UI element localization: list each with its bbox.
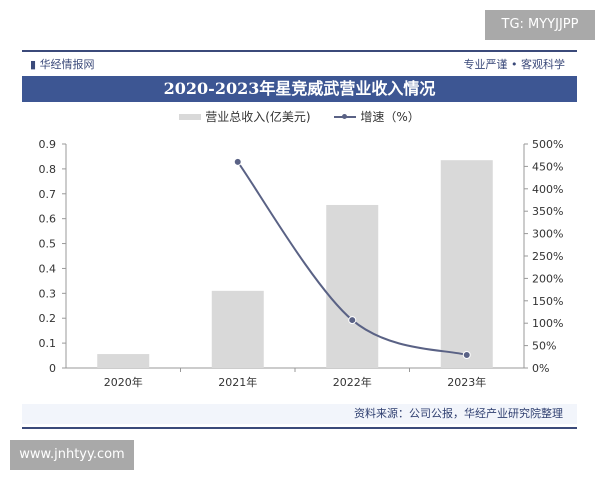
- right-tick-label: 50%: [532, 340, 556, 353]
- watermark-top: TG: MYYJJPP: [485, 10, 595, 40]
- slogan: 专业严谨 • 客观科学: [463, 58, 565, 71]
- legend-bar-swatch: [179, 113, 202, 120]
- source-note: 资料来源：公司公报，华经产业研究院整理: [22, 404, 577, 424]
- brand: ▮ 华经情报网: [30, 58, 95, 71]
- right-tick-label: 0%: [532, 362, 549, 375]
- divider: [22, 427, 577, 429]
- legend-bar-label: 营业总收入(亿美元): [205, 110, 311, 124]
- right-tick-label: 350%: [532, 205, 563, 218]
- x-tick-label: 2022年: [333, 375, 372, 389]
- right-tick-label: 450%: [532, 160, 563, 173]
- right-tick-label: 500%: [532, 138, 563, 151]
- legend: 营业总收入(亿美元) 增速（%）: [18, 108, 581, 125]
- watermark-bottom: www.jnhtyy.com: [10, 440, 134, 470]
- growth-point: [348, 316, 357, 325]
- right-tick-label: 300%: [532, 228, 563, 241]
- right-tick-label: 250%: [532, 250, 563, 263]
- growth-point: [233, 157, 242, 166]
- x-tick-label: 2021年: [218, 375, 257, 389]
- right-tick-label: 150%: [532, 295, 563, 308]
- chart-title: 2020-2023年星竞威武营业收入情况: [22, 76, 577, 102]
- left-tick-label: 0.8: [39, 163, 57, 176]
- growth-point: [462, 351, 471, 360]
- bar: [440, 160, 493, 368]
- x-tick-label: 2023年: [447, 375, 486, 389]
- left-tick-label: 0.1: [39, 337, 57, 350]
- left-tick-label: 0.5: [39, 238, 57, 251]
- left-tick-label: 0.4: [39, 262, 57, 275]
- bar: [326, 204, 379, 368]
- left-tick-label: 0.7: [39, 188, 57, 201]
- right-tick-label: 200%: [532, 272, 563, 285]
- right-tick-label: 400%: [532, 183, 563, 196]
- legend-line-swatch: [334, 113, 357, 119]
- left-tick-label: 0.9: [39, 138, 57, 151]
- left-tick-label: 0.2: [39, 312, 57, 325]
- legend-line-label: 增速（%）: [360, 110, 420, 124]
- divider: [22, 50, 577, 52]
- left-tick-label: 0: [49, 362, 56, 375]
- x-tick-label: 2020年: [104, 375, 143, 389]
- bar: [211, 290, 264, 368]
- bar: [97, 354, 150, 368]
- left-tick-label: 0.3: [39, 287, 57, 300]
- left-tick-label: 0.6: [39, 213, 57, 226]
- brand-name: 华经情报网: [39, 58, 95, 71]
- right-tick-label: 100%: [532, 317, 563, 330]
- growth-line: [236, 161, 468, 356]
